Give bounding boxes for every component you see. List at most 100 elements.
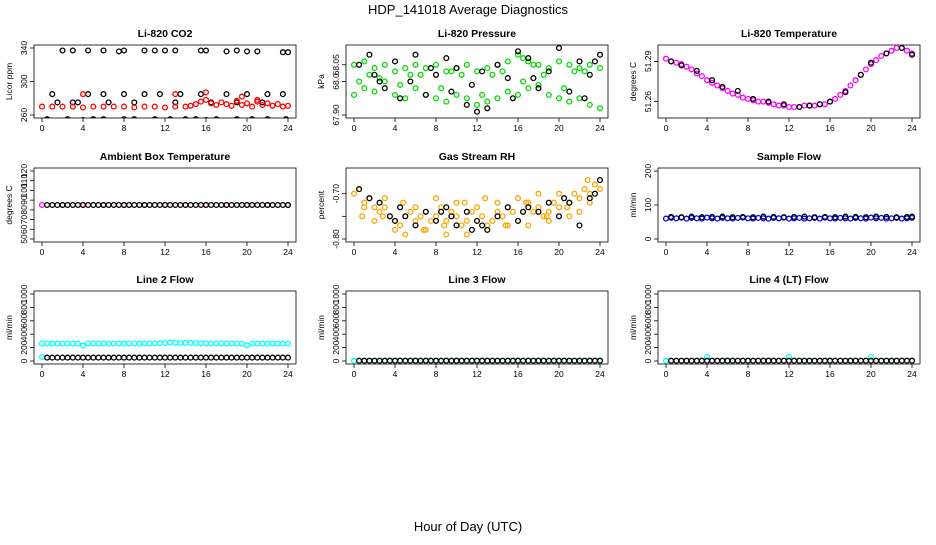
data-point	[269, 340, 276, 347]
data-point	[412, 85, 419, 92]
data-point	[90, 354, 97, 361]
data-point	[775, 357, 782, 364]
data-point	[903, 357, 910, 364]
data-point	[744, 215, 752, 222]
data-point	[463, 208, 470, 215]
data-point	[765, 215, 772, 222]
data-point	[448, 88, 455, 95]
data-point	[64, 354, 71, 361]
x-tick-label: 12	[784, 123, 794, 133]
data-point	[238, 201, 245, 209]
data-point	[54, 354, 61, 361]
data-point	[775, 215, 782, 222]
data-point	[38, 353, 46, 361]
data-point	[156, 201, 163, 209]
data-point	[530, 75, 537, 82]
data-point	[683, 357, 690, 364]
data-point	[167, 201, 174, 209]
data-point	[862, 357, 869, 364]
data-point	[755, 214, 762, 221]
data-point	[243, 354, 251, 361]
series-black	[356, 177, 604, 233]
data-point	[453, 91, 460, 98]
data-point	[837, 214, 844, 221]
data-point	[463, 357, 470, 364]
data-point	[566, 199, 573, 206]
data-point	[678, 62, 685, 69]
data-point	[448, 357, 455, 364]
data-point	[177, 339, 184, 347]
data-point	[432, 195, 440, 202]
data-point	[494, 199, 501, 206]
data-point	[908, 51, 916, 58]
data-point	[729, 214, 736, 221]
data-point	[566, 213, 573, 220]
panel-1: Li-820 CO2 0 4 8 12 16 20 24 260 300 340 Licor ppm	[4, 28, 297, 133]
data-point	[254, 354, 261, 361]
data-point	[136, 201, 143, 209]
x-tick-label: 12	[784, 247, 794, 257]
data-point	[238, 93, 245, 100]
data-point	[412, 51, 419, 58]
data-point	[760, 213, 767, 220]
data-point	[402, 95, 409, 102]
data-point	[571, 68, 578, 75]
data-point	[463, 61, 470, 68]
data-point	[274, 101, 281, 108]
data-point	[274, 340, 281, 347]
data-point	[842, 213, 849, 220]
data-point	[893, 45, 900, 52]
y-tick-label: 800	[19, 300, 29, 314]
data-point	[74, 354, 81, 361]
data-point	[693, 70, 700, 77]
data-point	[427, 217, 434, 224]
data-point	[586, 71, 593, 78]
data-points	[350, 177, 604, 238]
data-point	[38, 340, 46, 347]
data-point	[95, 354, 102, 361]
x-tick-label: 0	[40, 369, 45, 379]
data-point	[161, 339, 169, 346]
y-tick-label: 100	[643, 198, 653, 212]
data-point	[826, 215, 834, 222]
data-point	[857, 357, 864, 364]
data-point	[724, 357, 731, 364]
data-point	[432, 61, 440, 68]
data-point	[85, 91, 92, 98]
data-point	[729, 357, 736, 364]
data-point	[254, 340, 261, 347]
data-point	[167, 116, 173, 118]
data-point	[734, 214, 741, 221]
data-point	[770, 213, 777, 220]
data-point	[422, 357, 429, 364]
data-point	[811, 214, 818, 221]
data-point	[69, 354, 76, 361]
data-point	[110, 354, 117, 361]
data-point	[90, 116, 97, 118]
data-point	[432, 95, 440, 102]
data-point	[801, 102, 808, 109]
data-point	[499, 68, 506, 75]
data-point	[561, 85, 568, 92]
y-axis-label: ml/min	[628, 192, 638, 217]
data-point	[213, 101, 220, 109]
data-point	[443, 55, 450, 62]
y-tick-label: 300	[19, 74, 29, 88]
data-point	[468, 226, 475, 233]
data-point	[566, 88, 573, 95]
data-points	[662, 213, 916, 222]
data-point	[417, 71, 424, 78]
data-point	[545, 68, 552, 75]
data-point	[550, 199, 557, 206]
data-point	[489, 71, 496, 78]
data-point	[417, 213, 424, 220]
data-point	[120, 47, 128, 54]
data-point	[350, 357, 358, 364]
data-point	[693, 215, 700, 222]
data-point	[780, 101, 787, 108]
data-point	[432, 217, 440, 224]
data-point	[494, 357, 501, 364]
data-point	[187, 102, 194, 109]
y-tick-label: 400	[331, 327, 341, 341]
data-point	[151, 103, 158, 110]
